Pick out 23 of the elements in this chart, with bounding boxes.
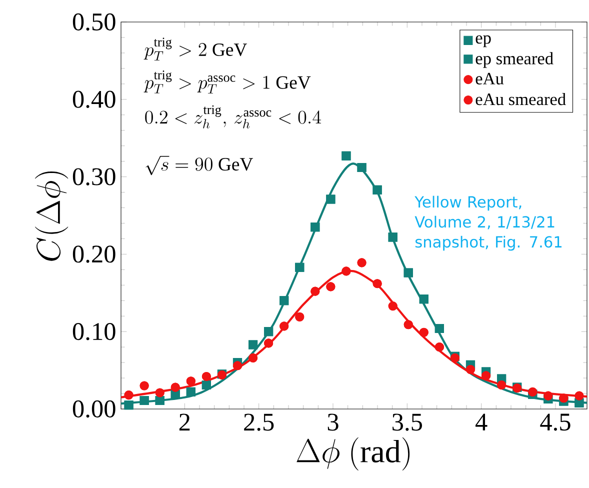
y-tick-label: 0.20 [72,246,116,263]
x-tick-label: 2 [179,414,190,430]
x-tick-label: 3.5 [392,414,422,431]
y-tick-label: 0.50 [72,13,116,31]
y-tick-label: 0.40 [72,90,116,108]
annotation: $p_T^{\mathrm{trig}} > p_T^{\mathrm{assoc}} > 1\ \mathrm{GeV}$ [144,70,311,94]
legend-label: ep smeared [476,52,554,68]
annotation: $\sqrt{s} = 90\ \mathrm{GeV}$ [146,156,254,176]
annotation: $p_T^{\mathrm{trig}} > 2\ \mathrm{GeV}$ [144,38,247,60]
legend-label: eAu [476,72,504,84]
legend-label: eAu smeared [476,92,566,106]
x-tick-label: 4.5 [540,414,570,431]
x-tick-label: 2.5 [244,414,274,431]
annotation: $0.2 < z_h^{\mathrm{trig}},\, z_h^{\mathrm{assoc}} < 0.4$ [145,105,322,128]
legend-label: ep [476,35,491,48]
y-tick-label: 0.30 [72,168,116,186]
y-axis-title: $C(\Delta\phi)$ [35,172,68,261]
x-tick-label: 3 [328,414,338,431]
annotation: Yellow Report, Volume 2, 1/13/21 snapshot, Fig. 7.61 [414,196,562,251]
y-tick-label: 0.10 [72,322,116,340]
x-tick-label: 4 [475,414,488,430]
y-tick-label: 0.00 [72,400,116,418]
x-axis-title: $\Delta\phi\ (\mathrm{rad})$ [296,437,410,470]
